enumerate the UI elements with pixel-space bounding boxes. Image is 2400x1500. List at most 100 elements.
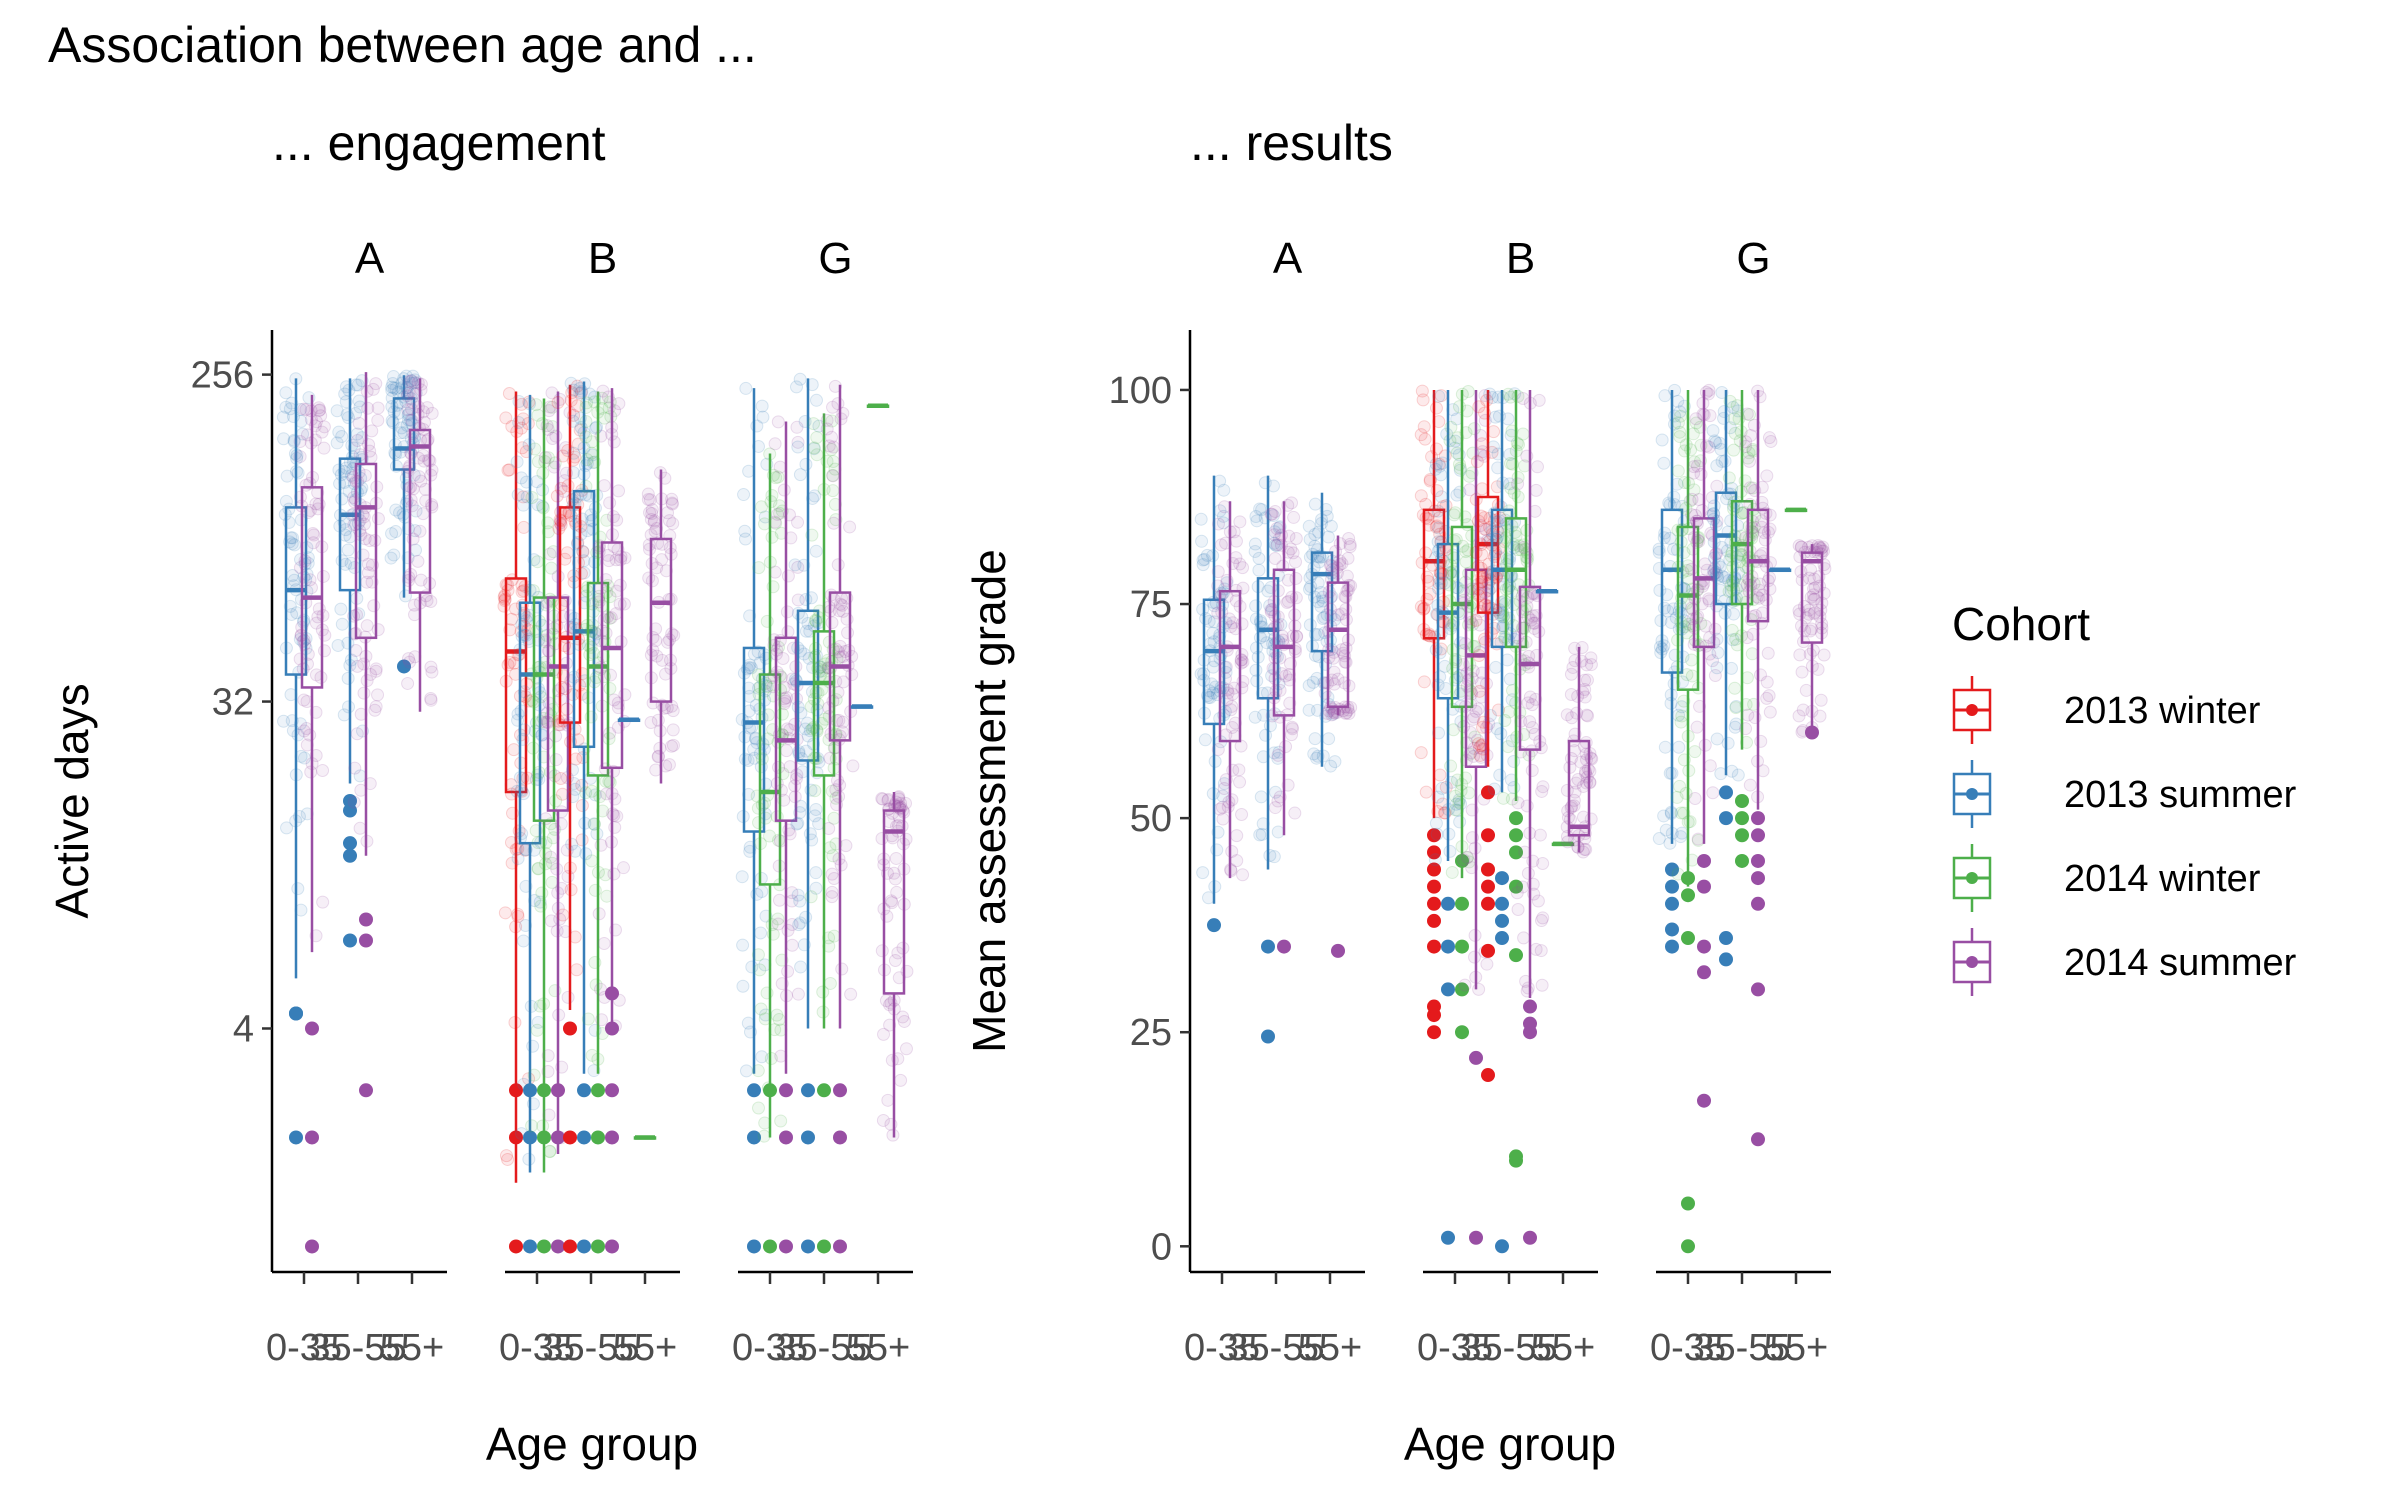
jitter-point (612, 484, 626, 498)
jitter-point (1417, 675, 1431, 689)
jitter-point (835, 962, 849, 976)
jitter-point (1792, 709, 1806, 723)
jitter-point (349, 644, 363, 658)
jitter-point (773, 460, 787, 474)
jitter-point (760, 614, 774, 628)
outlier-point (1751, 871, 1765, 886)
jitter-point (617, 861, 631, 875)
jitter-point (550, 489, 564, 503)
jitter-point (1448, 506, 1462, 520)
jitter-point (1673, 430, 1687, 444)
jitter-point (297, 693, 311, 707)
box-55+-2014-summer (1792, 539, 1832, 740)
jitter-point (839, 839, 853, 853)
jitter-point (642, 538, 656, 552)
jitter-point (419, 494, 433, 508)
jitter-point (1254, 790, 1268, 804)
jitter-point (1498, 630, 1512, 644)
jitter-point (1429, 816, 1443, 830)
jitter-point (736, 979, 750, 993)
jitter-point (579, 459, 593, 473)
jitter-point (836, 675, 850, 689)
legend-key-point (1966, 704, 1978, 716)
jitter-point (750, 419, 764, 433)
outlier-point (1805, 725, 1819, 740)
outlier-point (537, 1130, 551, 1145)
jitter-point (1473, 684, 1487, 698)
outlier-point (305, 1239, 319, 1254)
jitter-point (1739, 439, 1753, 453)
jitter-point (592, 595, 606, 609)
jitter-point (417, 415, 431, 429)
jitter-point (1672, 740, 1686, 754)
facet-strip-label: B (588, 234, 617, 283)
jitter-point (345, 468, 359, 482)
jitter-point (1196, 602, 1210, 616)
jitter-point (742, 787, 756, 801)
jitter-point (596, 384, 610, 398)
box-iqr (300, 486, 324, 689)
jitter-point (565, 763, 579, 777)
panels: ... engagement 4 32 256 Active days Age group… (46, 115, 1832, 1470)
outlier-point (801, 1083, 815, 1098)
jitter-point (412, 451, 426, 465)
jitter-point (1763, 571, 1777, 585)
jitter-point (558, 925, 572, 939)
jitter-point (826, 455, 840, 469)
jitter-point (552, 714, 566, 728)
jitter-point (347, 609, 361, 623)
jitter-point (389, 381, 403, 395)
box-iqr (586, 581, 610, 777)
y-axis-label: Mean assessment grade (963, 549, 1015, 1053)
jitter-point (1808, 605, 1822, 619)
jitter-point (1698, 738, 1712, 752)
jitter-point (1417, 420, 1431, 434)
jitter-point (889, 851, 903, 865)
jitter-point (754, 871, 768, 885)
outlier-point (1509, 1149, 1523, 1164)
jitter-point (759, 1008, 773, 1022)
jitter-point (549, 429, 563, 443)
jitter-point (280, 469, 294, 483)
jitter-point (1740, 631, 1754, 645)
box-iqr (408, 428, 432, 594)
jitter-point (504, 835, 518, 849)
jitter-point (1472, 982, 1486, 996)
jitter-point (1419, 785, 1433, 799)
jitter-point (844, 987, 858, 1001)
jitter-point (1806, 643, 1820, 657)
jitter-point (750, 887, 764, 901)
jitter-point (501, 1152, 515, 1166)
jitter-point (1729, 701, 1743, 715)
jitter-point (580, 524, 594, 538)
jitter-point (1453, 461, 1467, 475)
outlier-point (763, 1083, 777, 1098)
jitter-point (1743, 544, 1757, 558)
jitter-point (1502, 504, 1516, 518)
jitter-point (317, 644, 331, 658)
jitter-point (512, 394, 526, 408)
box-iqr (546, 596, 570, 812)
jitter-point (772, 893, 786, 907)
jitter-point (585, 854, 599, 868)
jitter-point (309, 497, 323, 511)
jitter-point (1288, 806, 1302, 820)
jitter-point (560, 702, 574, 716)
jitter-point (350, 427, 364, 441)
jitter-point (566, 466, 580, 480)
jitter-point (649, 634, 663, 648)
jitter-point (579, 589, 593, 603)
jitter-point (1196, 558, 1210, 572)
box-35-55-2014-summer (592, 384, 632, 1254)
jitter-point (386, 377, 400, 391)
jitter-point (314, 409, 328, 423)
outlier-point (1495, 1239, 1509, 1254)
x-tick-label: 35-55 (309, 1327, 406, 1369)
jitter-point (510, 455, 524, 469)
jitter-point (366, 382, 380, 396)
jitter-point (755, 1050, 769, 1064)
jitter-point (755, 399, 769, 413)
jitter-point (1323, 602, 1337, 616)
jitter-point (1520, 984, 1534, 998)
